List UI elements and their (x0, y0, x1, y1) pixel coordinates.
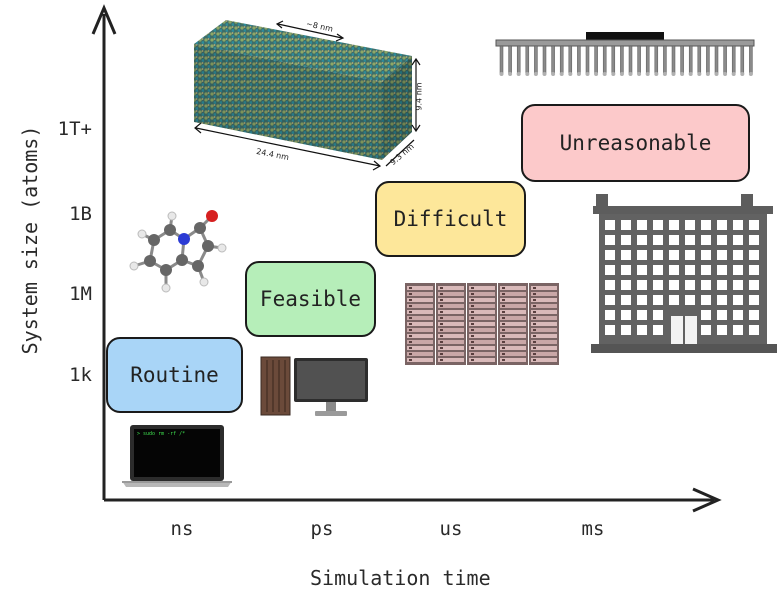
tier-unreasonable-label: Unreasonable (559, 131, 712, 155)
x-tick-ps: ps (310, 518, 334, 540)
building-icon (591, 194, 777, 353)
x-tick-us: us (439, 518, 463, 540)
y-axis-title: System size (atoms) (18, 125, 42, 355)
tier-feasible: Feasible (245, 261, 376, 337)
y-tick-1b: 1B (69, 203, 92, 225)
y-tick-1t: 1T+ (57, 118, 92, 140)
tier-difficult: Difficult (375, 181, 526, 257)
laptop-icon (122, 425, 232, 487)
tier-difficult-label: Difficult (393, 207, 508, 231)
crystal-lattice-icon (194, 20, 421, 171)
tier-feasible-label: Feasible (259, 287, 362, 311)
desktop-computer-icon (260, 356, 368, 416)
y-tick-1k: 1k (69, 364, 92, 386)
terminal-prompt: > sudo rm -rf /* (137, 431, 186, 437)
tier-routine: Routine (106, 337, 243, 413)
crystal-height-label: 9.4 nm (414, 82, 424, 111)
tier-unreasonable: Unreasonable (521, 104, 750, 182)
tier-routine-label: Routine (130, 363, 219, 387)
x-tick-ms: ms (581, 518, 605, 540)
molecule-icon (129, 210, 227, 293)
x-tick-ns: ns (170, 518, 194, 540)
server-rack-icon (405, 283, 559, 365)
y-tick-1m: 1M (69, 283, 92, 305)
chip-icon (495, 32, 755, 76)
x-axis-title: Simulation time (310, 566, 491, 590)
